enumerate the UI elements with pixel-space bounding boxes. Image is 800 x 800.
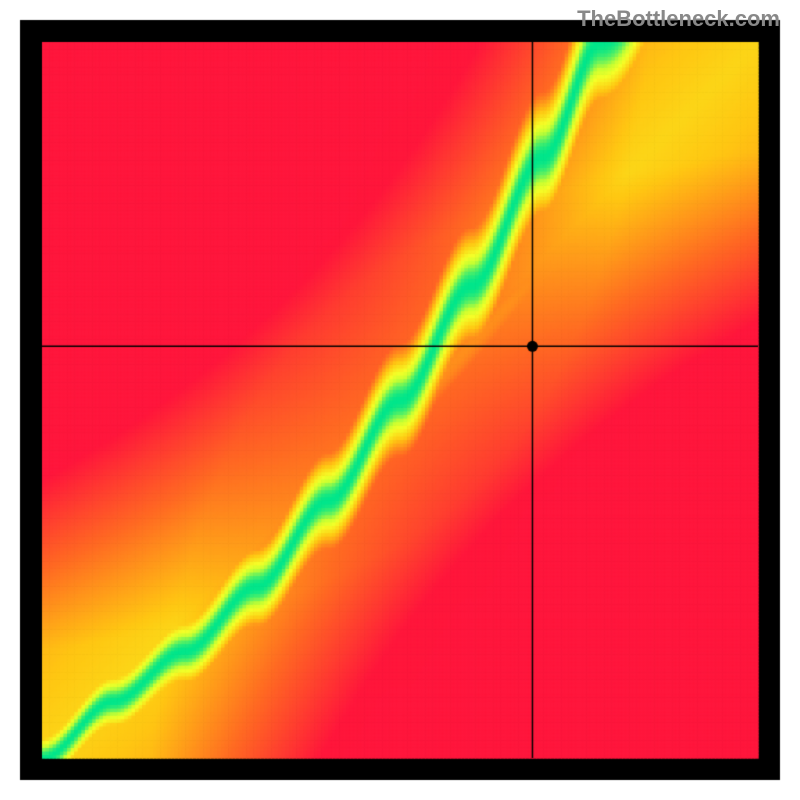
chart-container: TheBottleneck.com: [0, 0, 800, 800]
watermark-label: TheBottleneck.com: [577, 6, 780, 32]
bottleneck-heatmap: [0, 0, 800, 800]
